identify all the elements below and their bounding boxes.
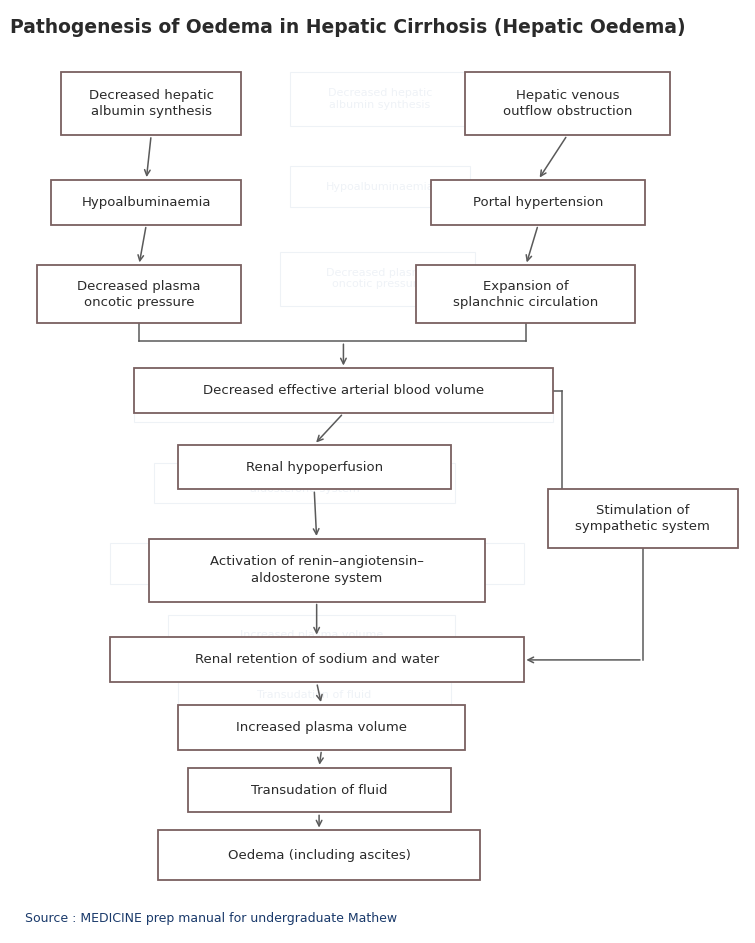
Text: Portal hypertension: Portal hypertension — [473, 196, 603, 208]
FancyBboxPatch shape — [178, 704, 465, 750]
Text: Activation of renin–angiotensin–
aldosterone system: Activation of renin–angiotensin– aldoste… — [215, 472, 394, 493]
Text: Pathogenesis of Oedema in Hepatic Cirrhosis (Hepatic Oedema): Pathogenesis of Oedema in Hepatic Cirrho… — [11, 18, 686, 37]
Text: Source : MEDICINE prep manual for undergraduate Mathew: Source : MEDICINE prep manual for underg… — [25, 912, 397, 924]
Text: Hepatic venous
outflow obstruction: Hepatic venous outflow obstruction — [503, 89, 632, 119]
Text: Renal hypoperfusion: Renal hypoperfusion — [245, 460, 383, 473]
FancyBboxPatch shape — [188, 768, 451, 813]
FancyBboxPatch shape — [37, 265, 241, 323]
FancyBboxPatch shape — [51, 180, 241, 224]
Text: Stimulation of
sympathetic system: Stimulation of sympathetic system — [575, 504, 710, 534]
Text: Transudation of fluid: Transudation of fluid — [251, 784, 387, 797]
Text: Oedema (including ascites): Oedema (including ascites) — [228, 849, 411, 862]
Text: Decreased effective arterial blood volume: Decreased effective arterial blood volum… — [226, 397, 461, 407]
FancyBboxPatch shape — [149, 538, 485, 602]
Text: Decreased effective arterial blood volume: Decreased effective arterial blood volum… — [203, 384, 484, 397]
Text: Hypoalbuminaemia: Hypoalbuminaemia — [325, 182, 434, 191]
FancyBboxPatch shape — [134, 369, 553, 413]
FancyBboxPatch shape — [178, 444, 451, 489]
Text: Hypoalbuminaemia: Hypoalbuminaemia — [82, 196, 211, 208]
Text: Decreased plasma
oncotic pressure: Decreased plasma oncotic pressure — [326, 268, 429, 290]
FancyBboxPatch shape — [417, 265, 636, 323]
Text: Activation of renin–angiotensin–
aldosterone system: Activation of renin–angiotensin– aldoste… — [210, 555, 424, 585]
Text: Decreased hepatic
albumin synthesis: Decreased hepatic albumin synthesis — [88, 89, 214, 119]
Text: Increased plasma volume: Increased plasma volume — [236, 720, 407, 734]
Text: Renal retention of sodium and water: Renal retention of sodium and water — [214, 558, 419, 569]
FancyBboxPatch shape — [465, 73, 670, 135]
Text: Decreased hepatic
albumin synthesis: Decreased hepatic albumin synthesis — [328, 89, 432, 110]
Text: Renal retention of sodium and water: Renal retention of sodium and water — [195, 653, 439, 667]
Text: Increased plasma volume: Increased plasma volume — [240, 630, 384, 640]
FancyBboxPatch shape — [61, 73, 241, 135]
FancyBboxPatch shape — [159, 831, 479, 880]
Text: Transudation of fluid: Transudation of fluid — [257, 690, 371, 700]
FancyBboxPatch shape — [548, 489, 738, 548]
FancyBboxPatch shape — [109, 637, 523, 683]
Text: Decreased plasma
oncotic pressure: Decreased plasma oncotic pressure — [77, 279, 201, 309]
Text: Expansion of
splanchnic circulation: Expansion of splanchnic circulation — [453, 279, 599, 309]
FancyBboxPatch shape — [431, 180, 646, 224]
